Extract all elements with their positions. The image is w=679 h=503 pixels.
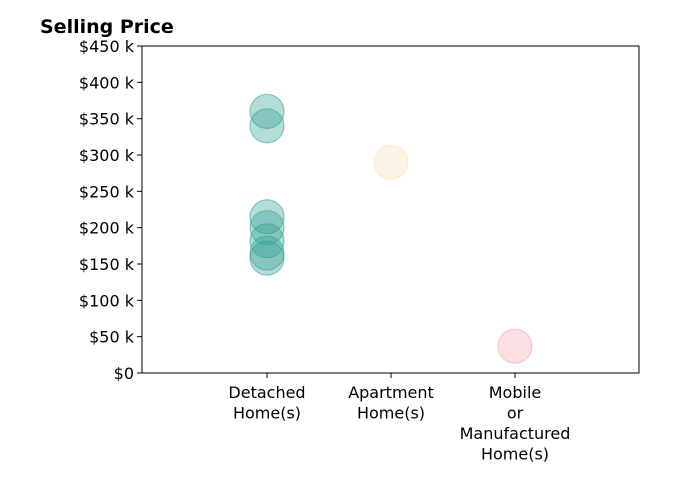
y-tick-label: $400 k (79, 73, 135, 92)
y-tick-label: $100 k (79, 291, 135, 310)
data-point (249, 210, 285, 246)
y-tick-label: $450 k (79, 37, 135, 56)
chart-title: Selling Price (40, 16, 174, 38)
data-point (373, 144, 409, 180)
y-tick-label: $300 k (79, 146, 135, 165)
data-point (249, 240, 285, 276)
x-tick-label: Mobile or Manufactured Home(s) (460, 383, 571, 464)
y-tick-label: $250 k (79, 182, 135, 201)
plot-frame (141, 45, 640, 374)
data-point (249, 235, 285, 271)
y-tick-label: $0 (114, 364, 134, 383)
data-point (497, 328, 533, 364)
y-tick-label: $350 k (79, 110, 135, 129)
x-tick-label: Apartment Home(s) (348, 383, 434, 423)
data-point (249, 199, 285, 235)
x-tick-label: Detached Home(s) (228, 383, 305, 423)
data-point (249, 108, 285, 144)
y-tick-label: $150 k (79, 255, 135, 274)
y-tick-label: $200 k (79, 219, 135, 238)
y-tick-label: $50 k (89, 328, 135, 347)
data-point (249, 93, 285, 129)
